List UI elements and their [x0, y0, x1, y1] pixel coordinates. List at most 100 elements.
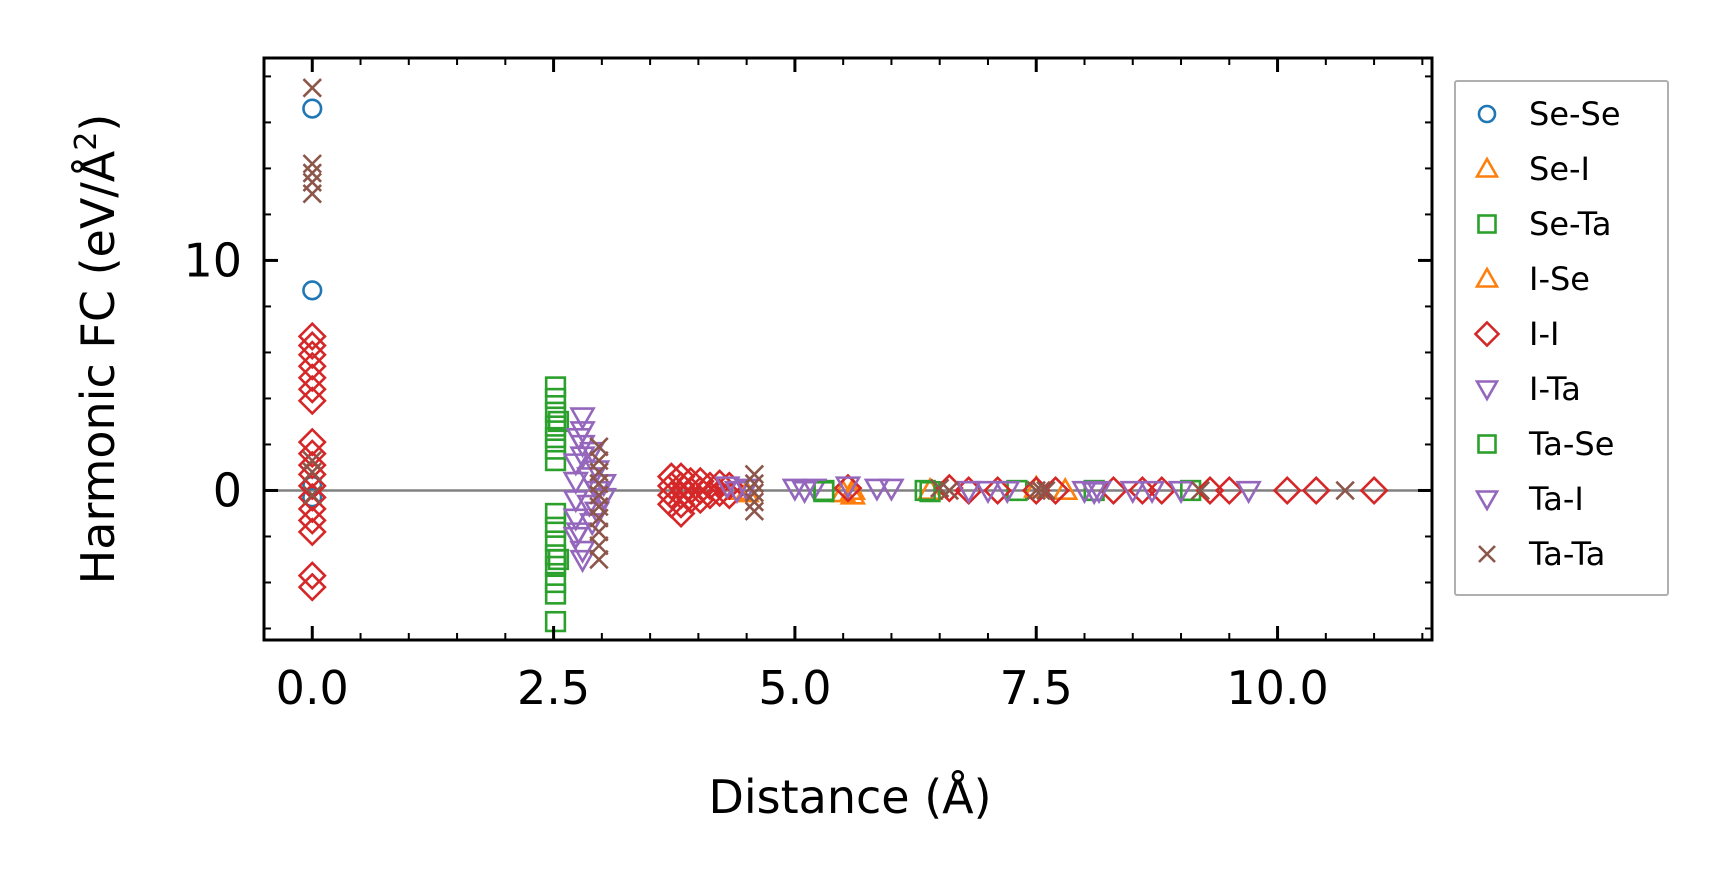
marker-i-i-15 — [297, 517, 327, 547]
data-markers — [297, 78, 1389, 633]
legend-marker — [1477, 214, 1497, 234]
marker-i-i-14 — [297, 505, 327, 535]
x-axis-label: Distance (Å) — [708, 770, 991, 824]
legend-marker — [1478, 545, 1496, 563]
marker-i-ta-5 — [569, 407, 596, 431]
marker-i-ta-12 — [576, 494, 603, 518]
marker-se-i-4 — [1051, 476, 1079, 501]
legend-label: Ta-Ta — [1528, 535, 1605, 573]
marker-i-i-17 — [297, 572, 327, 602]
legend-entry: Se-Se — [1477, 95, 1621, 133]
legend-label: Se-Ta — [1529, 205, 1611, 243]
marker-i-i-6 — [297, 386, 327, 416]
x-tick-label: 2.5 — [517, 661, 590, 715]
legend-label: I-Ta — [1529, 370, 1581, 408]
marker-ta-se-1 — [547, 548, 570, 571]
legend-label: I-Se — [1529, 260, 1590, 298]
y-axis-label-superscript: 2 — [69, 132, 104, 151]
marker-ta-i-5 — [791, 480, 818, 505]
marker-i-i-47 — [1147, 475, 1177, 505]
marker-ta-ta-2 — [302, 163, 322, 183]
marker-i-i-5 — [297, 374, 327, 404]
marker-ta-ta-28 — [1190, 480, 1211, 501]
marker-ta-i-0 — [565, 522, 592, 546]
marker-i-i-3 — [297, 351, 327, 381]
marker-i-ta-10 — [569, 549, 596, 574]
legend-entry: I-Se — [1474, 260, 1590, 298]
marker-i-ta-3 — [562, 508, 590, 532]
marker-i-ta-22 — [834, 476, 862, 500]
legend-entry: Ta-Se — [1477, 425, 1614, 463]
marker-ta-se-3 — [919, 480, 941, 503]
marker-ta-i-7 — [1080, 482, 1108, 506]
marker-se-ta-3 — [544, 415, 567, 437]
y-axis-label-close: ) — [71, 114, 125, 132]
legend-marker — [1474, 380, 1500, 402]
legend-label: Ta-I — [1528, 480, 1584, 518]
legend-marker — [1474, 490, 1500, 512]
legend: Se-Se Se-I Se-Ta I-Se I-I I-Ta Ta-Se Ta-I Ta-Ta — [1454, 80, 1669, 596]
marker-i-ta-1 — [562, 471, 590, 495]
marker-i-i-8 — [297, 439, 327, 469]
marker-i-i-9 — [297, 450, 327, 480]
marker-i-i-13 — [297, 494, 327, 524]
marker-ta-ta-4 — [302, 184, 322, 204]
marker-ta-ta-27 — [1036, 480, 1056, 501]
legend-marker — [1477, 104, 1497, 124]
marker-i-ta-32 — [1235, 480, 1262, 505]
marker-i-ta-24 — [878, 478, 905, 502]
marker-se-ta-0 — [544, 376, 567, 398]
marker-i-ta-29 — [1119, 480, 1147, 505]
marker-ta-ta-16 — [589, 535, 609, 556]
marker-i-i-35 — [705, 469, 735, 499]
marker-ta-ta-18 — [744, 464, 765, 485]
tick-labels: 0.0 2.5 5.0 7.5 10.0 0 10 — [183, 233, 1328, 715]
marker-ta-ta-15 — [589, 522, 609, 542]
marker-i-i-7 — [297, 427, 327, 457]
marker-ta-ta-24 — [939, 480, 960, 501]
marker-ta-ta-29 — [1335, 480, 1355, 501]
marker-se-ta-4 — [544, 426, 567, 449]
marker-i-i-2 — [297, 340, 327, 370]
marker-ta-ta-14 — [589, 508, 609, 528]
marker-se-ta-10 — [544, 544, 567, 566]
marker-se-ta-14 — [544, 610, 567, 633]
marker-se-ta-6 — [544, 449, 567, 472]
legend-label: Ta-Se — [1528, 425, 1614, 463]
legend-marker — [1477, 434, 1497, 454]
marker-ta-ta-17 — [589, 549, 609, 570]
marker-ta-i-1 — [565, 428, 592, 452]
marker-ta-ta-19 — [744, 473, 765, 494]
legend-entry: Ta-Ta — [1478, 535, 1605, 573]
legend-entry: Se-I — [1474, 150, 1590, 188]
y-axis-label-main: Harmonic FC (eV/Å — [71, 150, 125, 584]
marker-ta-ta-7 — [302, 485, 322, 505]
marker-i-ta-31 — [1167, 480, 1195, 505]
marker-i-ta-20 — [781, 478, 809, 502]
legend-marker — [1474, 156, 1500, 178]
marker-i-i-26 — [666, 498, 696, 528]
legend-entry: Se-Ta — [1477, 205, 1611, 243]
y-tick-label: 10 — [183, 233, 242, 287]
plot-frame — [262, 56, 1434, 642]
marker-i-ta-25 — [955, 480, 982, 505]
marker-ta-se-2 — [813, 480, 835, 503]
y-tick-label: 0 — [213, 463, 242, 517]
marker-i-i-52 — [1359, 475, 1389, 505]
legend-label: Se-Se — [1529, 95, 1621, 133]
x-tick-label: 0.0 — [276, 661, 349, 715]
y-axis-label: Harmonic FC (eV/Å2) — [69, 114, 125, 585]
marker-ta-ta-22 — [744, 501, 765, 521]
marker-se-se-1 — [302, 280, 323, 301]
marker-i-i-48 — [1195, 475, 1225, 505]
marker-i-i-42 — [983, 475, 1013, 505]
marker-i-i-50 — [1272, 475, 1302, 505]
marker-se-ta-5 — [544, 438, 567, 460]
marker-ta-ta-8 — [589, 437, 609, 457]
legend-label: I-I — [1529, 315, 1559, 353]
marker-i-ta-23 — [863, 478, 891, 502]
x-tick-label: 10.0 — [1226, 661, 1328, 715]
marker-ta-se-0 — [547, 410, 570, 433]
marker-i-ta-18 — [714, 476, 741, 500]
